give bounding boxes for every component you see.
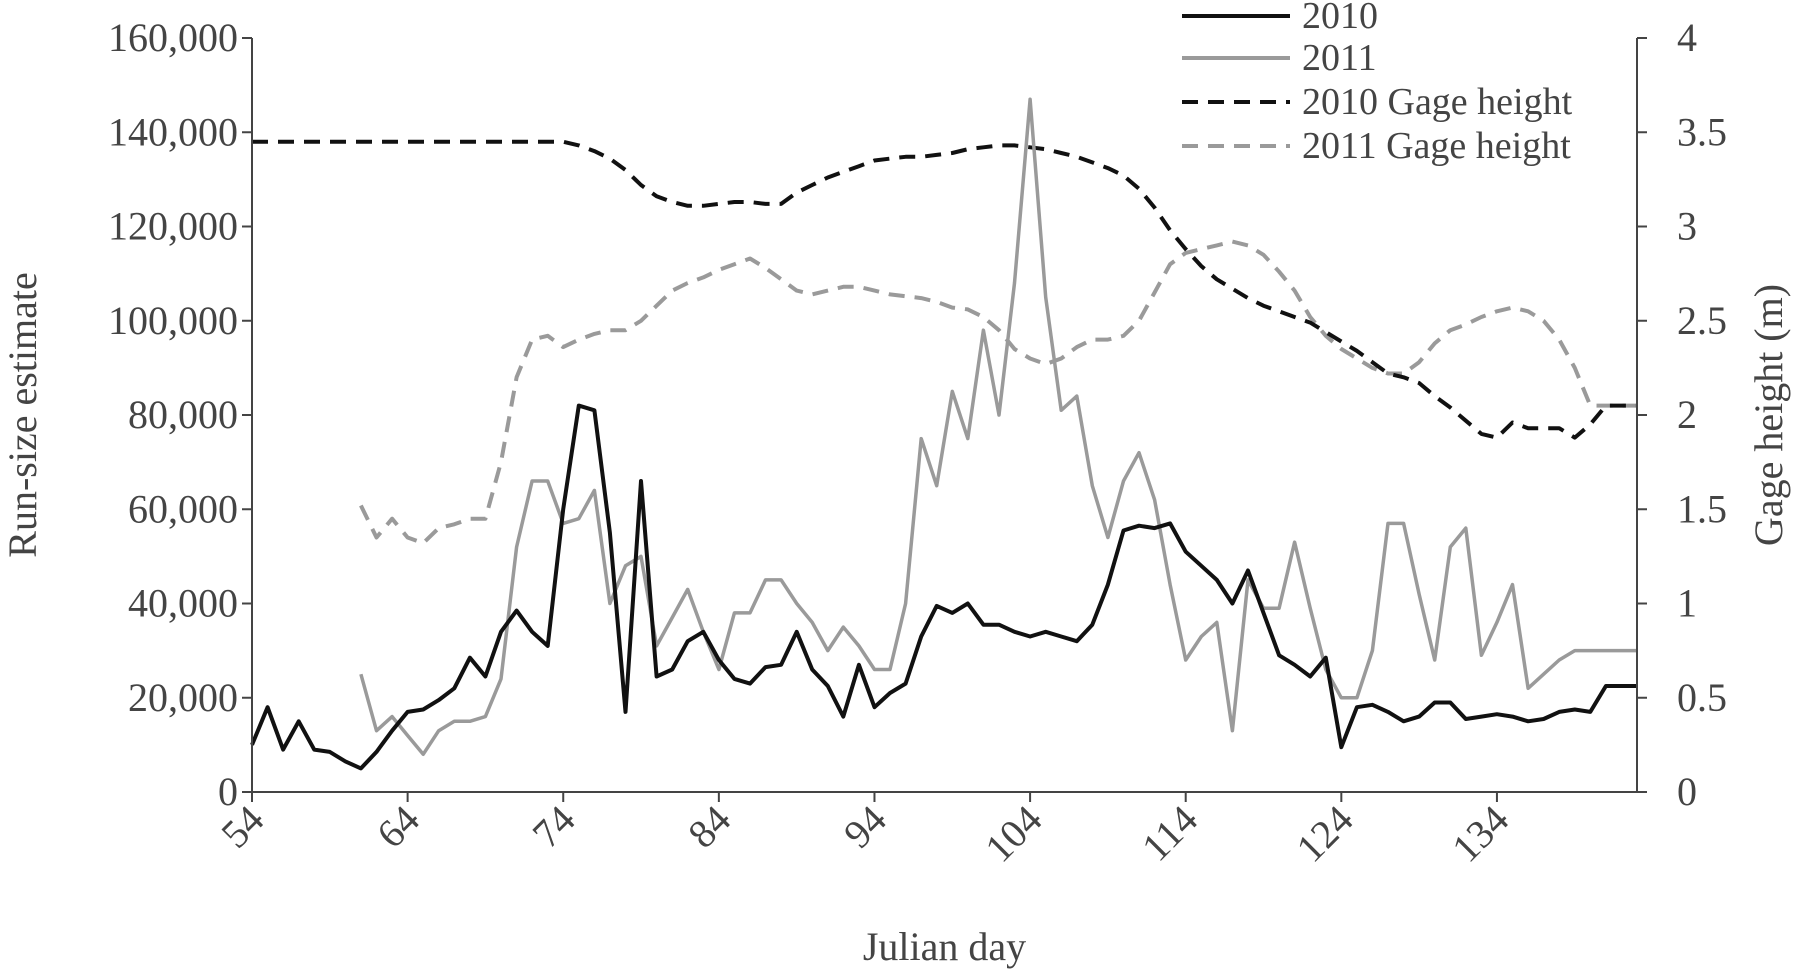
y2-tick-label: 3.5 <box>1677 109 1727 154</box>
x-tick-label: 84 <box>679 797 739 857</box>
y2-tick-label: 2.5 <box>1677 298 1727 343</box>
y-axis-right-ticks: 0 0.5 1 1.5 2 2.5 3 3.5 4 <box>1637 15 1727 814</box>
legend-label-2011-gage-height: 2011 Gage height <box>1302 125 1571 167</box>
y2-tick-label: 1.5 <box>1677 486 1727 531</box>
y-tick-label: 60,000 <box>128 486 238 531</box>
y-tick-label: 100,000 <box>108 298 238 343</box>
legend-item-2011-gage-height: 2011 Gage height <box>1182 125 1571 167</box>
x-tick-label: 104 <box>976 797 1050 871</box>
y2-tick-label: 0 <box>1677 769 1697 814</box>
y2-tick-label: 4 <box>1677 15 1697 60</box>
series-line-2010-gage-height <box>252 139 1637 440</box>
x-tick-label: 124 <box>1287 797 1361 871</box>
x-tick-label: 94 <box>835 797 895 857</box>
series-layer <box>250 97 1637 771</box>
y-axis-right-label: Gage height (m) <box>1746 284 1791 546</box>
y2-tick-label: 1 <box>1677 581 1697 626</box>
legend-label-2010-gage-height: 2010 Gage height <box>1302 81 1573 123</box>
y-tick-label: 20,000 <box>128 675 238 720</box>
x-tick-label: 64 <box>368 797 428 857</box>
legend: 2010 2011 2010 Gage height 2011 Gage hei… <box>1182 0 1573 167</box>
y-tick-label: 120,000 <box>108 204 238 249</box>
y-tick-label: 140,000 <box>108 109 238 154</box>
x-axis-ticks: 54 64 74 84 94 104 114 124 134 <box>212 792 1517 871</box>
series-line-2011 <box>359 97 1637 757</box>
series-line-2010 <box>250 403 1637 771</box>
legend-item-2010: 2010 <box>1182 0 1378 37</box>
x-tick-label: 114 <box>1133 797 1206 870</box>
legend-label-2010: 2010 <box>1302 0 1378 37</box>
y-axis-left-ticks: 0 20,000 40,000 60,000 80,000 100,000 120,000 1… <box>108 15 252 814</box>
series-line-2011-gage-height <box>359 239 1637 546</box>
y-tick-label: 160,000 <box>108 15 238 60</box>
y-tick-label: 40,000 <box>128 581 238 626</box>
y-axis-left-label: Run-size estimate <box>0 272 45 557</box>
x-tick-label: 134 <box>1443 797 1517 871</box>
y2-tick-label: 0.5 <box>1677 675 1727 720</box>
x-tick-label: 74 <box>523 797 583 857</box>
legend-label-2011: 2011 <box>1302 37 1377 79</box>
y-tick-label: 80,000 <box>128 392 238 437</box>
y-tick-label: 0 <box>218 769 238 814</box>
legend-item-2010-gage-height: 2010 Gage height <box>1182 81 1573 123</box>
y2-tick-label: 3 <box>1677 204 1697 249</box>
y2-tick-label: 2 <box>1677 392 1697 437</box>
x-axis-label: Julian day <box>863 924 1026 969</box>
legend-item-2011: 2011 <box>1182 37 1377 79</box>
